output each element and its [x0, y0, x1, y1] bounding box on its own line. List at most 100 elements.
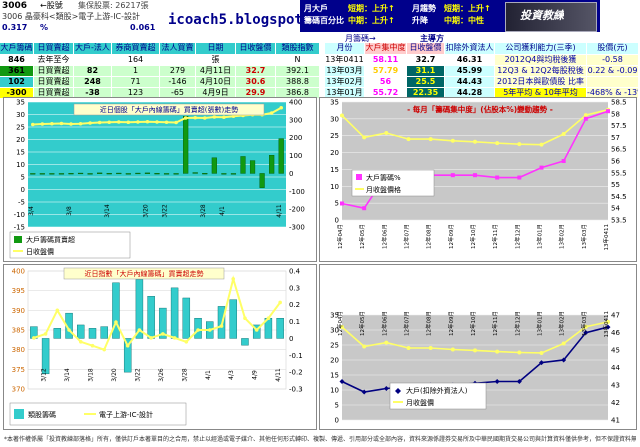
- x-tick-label: 12年09月: [447, 311, 455, 336]
- close-price-point: [97, 120, 102, 125]
- plot-area: [342, 102, 608, 220]
- monthly-close-point: [384, 340, 389, 345]
- index-level-point: [196, 328, 200, 332]
- y-right-tick: 54.5: [611, 193, 627, 201]
- right-table-header: 月份: [325, 43, 364, 54]
- left-table-cell: 1: [112, 66, 159, 76]
- y-right-tick: 56.5: [611, 146, 627, 154]
- y-right-tick: 43: [611, 382, 620, 390]
- y-left-tick: 370: [12, 386, 25, 394]
- chips-bar: [68, 173, 74, 175]
- x-tick-label: 12年10月: [469, 311, 477, 336]
- y-left-tick: 390: [12, 307, 25, 315]
- chips-bar: [30, 173, 36, 175]
- x-tick-label: 4/9: [252, 370, 259, 380]
- x-tick-label: 13年02月: [558, 311, 566, 336]
- ex-foreign-chart: 35 30 25 20 15 10 5 0 47 46 45 44 43 42 41 12年04月 12年05月…: [330, 311, 620, 425]
- chips-bar: [269, 155, 275, 174]
- index-level-point: [125, 343, 130, 348]
- x-tick-label: 3/22: [134, 368, 141, 382]
- y-right-tick: 41: [611, 417, 620, 425]
- right-table-header: 日收盤價: [407, 43, 444, 54]
- index-level-point: [278, 300, 282, 305]
- main-force-label: 主導方: [420, 34, 444, 43]
- stock-chips-chart: 35 30 25 20 15 10 5 0 -5 -10 -15 400 300 200 100 0 -100 -…: [9, 99, 305, 259]
- y-left-tick: 35: [16, 99, 25, 107]
- left-table-cell: 32.7: [236, 66, 275, 76]
- index-chips-bar: [100, 326, 108, 339]
- y-left-tick: 15: [330, 372, 339, 380]
- index-chips-bar: [53, 328, 62, 339]
- y-right-tick: 0.4: [289, 268, 301, 276]
- x-tick-label: 12年07月: [403, 224, 411, 249]
- monthly-close-point: [473, 348, 477, 353]
- close-price-point: [269, 111, 274, 115]
- ex-foreign-point: [361, 389, 367, 395]
- left-table-cell: 日買賣超: [34, 88, 73, 98]
- chart-title-box: [73, 103, 265, 116]
- concentration-point: [340, 201, 344, 206]
- x-tick-label: 3/18: [88, 368, 95, 382]
- close-price-point: [174, 120, 178, 125]
- y-left-tick: 375: [12, 366, 25, 374]
- x-tick-label: 13年01月: [536, 311, 544, 336]
- concentration-point: [362, 206, 367, 211]
- left-table-header: 大戶-法人: [74, 43, 111, 54]
- index-level-point: [114, 320, 118, 324]
- legend-swatch: [356, 174, 362, 180]
- chips-bar: [135, 172, 141, 175]
- close-price-point: [183, 116, 188, 120]
- index-chips-bar: [147, 296, 155, 339]
- left-table-cell: 30.6: [236, 77, 275, 87]
- index-level-point: [55, 308, 60, 313]
- left-table-header: 日期: [196, 43, 235, 54]
- holding-meta: 集保股票: 26217張: [78, 1, 149, 10]
- right-table-cell: 44.43: [445, 77, 494, 87]
- left-table-cell: 張: [196, 55, 235, 65]
- left-table-cell: 去年至今: [34, 55, 73, 65]
- y-right-tick: -0.3: [289, 386, 303, 394]
- ex-foreign-point: [494, 379, 500, 384]
- index-level-point: [172, 336, 177, 340]
- y-left-tick: 15: [16, 149, 25, 157]
- close-price-point: [231, 114, 236, 119]
- x-tick-label: 3/26: [158, 368, 165, 382]
- y-left-tick: 0: [335, 217, 339, 225]
- left-table-cell: -300: [0, 88, 33, 98]
- right-table-cell: 46.31: [445, 55, 494, 65]
- close-price-point: [50, 121, 54, 126]
- left-table-cell: 4月10日: [196, 77, 235, 87]
- right-table-cell: 12Q3 & 12Q2每股稅後: [495, 66, 586, 76]
- y-left-tick: -15: [14, 224, 25, 232]
- close-price-point: [88, 121, 92, 125]
- x-tick-label: 13年03月: [580, 224, 588, 249]
- monthly-close-point: [406, 137, 411, 142]
- x-tick-label: 4/1: [205, 370, 212, 380]
- monthly-close-point: [539, 350, 544, 355]
- close-price-point: [107, 120, 112, 125]
- x-tick-label: 12年11月: [491, 224, 499, 249]
- chips-bar: [202, 173, 208, 175]
- close-price-point: [40, 122, 45, 126]
- y-right-tick: 0.3: [289, 284, 300, 292]
- chart-panel-bottom-left: 400 395 390 385 380 375 370 0.4 0.3 0.2 0.1 0 -0.1 -0…: [3, 264, 317, 430]
- legend-label: 日收盤價: [26, 247, 54, 256]
- y-right-tick: 57: [611, 134, 620, 142]
- box1-line2: 籌碼百分比: [304, 16, 344, 25]
- monthly-close-point: [517, 350, 522, 355]
- left-table-cell: 361: [0, 66, 33, 76]
- concentration-chart: 35 30 25 20 15 10 5 0 58.5 58 57.5 57 56.5 56 55.5 55 54…: [330, 99, 627, 251]
- y-left-tick: 5: [335, 402, 339, 410]
- x-tick-label: 3/14: [104, 204, 111, 218]
- x-tick-label: 13年01月: [536, 224, 544, 249]
- monthly-close-point: [428, 137, 433, 142]
- right-stats-table: 月份 大戶集中度 日收盤價 扣除外資法人 公司獲利能力(三季) 股價(元) 13年0411 5…: [325, 43, 640, 98]
- x-tick-label: 13年0411: [602, 311, 610, 338]
- logo-banner: [505, 2, 597, 32]
- left-stats-table: 大戶籌碼 日買賣超 大戶-法人 券商買賣超 法人買賣 日期 日收盤價 類股指數 846 去年至今 1…: [0, 43, 320, 98]
- x-tick-label: 13年02月: [558, 224, 566, 249]
- x-tick-label: 12年05月: [358, 224, 366, 249]
- site-title[interactable]: icoach5.blogspot.com: [168, 12, 337, 28]
- y-left-tick: 400: [12, 268, 25, 276]
- left-table-cell: 日買賣超: [34, 66, 73, 76]
